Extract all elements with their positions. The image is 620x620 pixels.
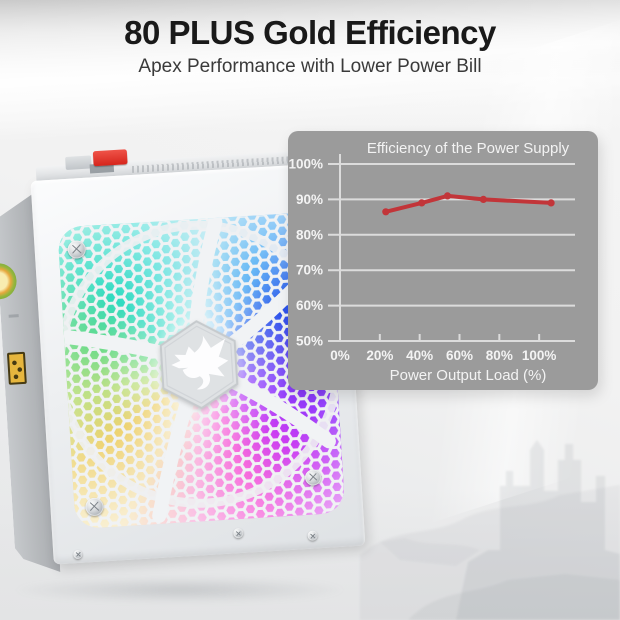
efficiency-chart-svg: 50% 60% 70% 80% 90% 100% 0% 20% 40% 60% 80% 100% xyxy=(288,154,575,363)
y-tick-label: 100% xyxy=(288,157,323,172)
side-label-line xyxy=(9,314,19,318)
page-subtitle: Apex Performance with Lower Power Bill xyxy=(138,55,482,77)
efficiency-chart-panel: Efficiency of the Power Supply 50% 60% 70%… xyxy=(288,131,598,390)
data-point xyxy=(382,208,390,216)
x-tick-label: 100% xyxy=(522,348,557,363)
safety-cert-mark-icon xyxy=(7,352,27,385)
y-tick-label: 70% xyxy=(296,263,323,278)
x-tick-label: 40% xyxy=(406,348,433,363)
80-plus-gold-badge-icon xyxy=(0,262,18,300)
x-tick-label: 80% xyxy=(486,348,513,363)
x-tick-label: 20% xyxy=(366,348,393,363)
headline-block: 80 PLUS Gold Efficiency Apex Performance… xyxy=(0,14,620,78)
data-point xyxy=(443,192,452,200)
psu-ac-inlet xyxy=(65,155,92,170)
x-tick-label: 60% xyxy=(446,348,473,363)
series-line xyxy=(383,193,554,214)
y-tick-label: 50% xyxy=(296,334,323,349)
y-tick-label: 80% xyxy=(296,227,323,242)
screw-icon xyxy=(307,530,318,541)
castle-landscape-watermark xyxy=(360,440,620,620)
x-tick-label: 0% xyxy=(330,348,350,363)
screw-icon xyxy=(233,527,244,539)
chart-x-axis-label: Power Output Load (%) xyxy=(389,367,547,384)
data-point xyxy=(479,195,487,203)
y-tick-label: 60% xyxy=(296,298,323,313)
psu-power-switch-icon xyxy=(92,149,128,167)
screw-icon xyxy=(73,549,83,560)
data-point xyxy=(418,199,426,207)
y-tick-label: 90% xyxy=(296,192,323,207)
data-point xyxy=(547,199,555,207)
page-title: 80 PLUS Gold Efficiency xyxy=(124,14,496,51)
redragon-logo-badge xyxy=(159,320,239,410)
